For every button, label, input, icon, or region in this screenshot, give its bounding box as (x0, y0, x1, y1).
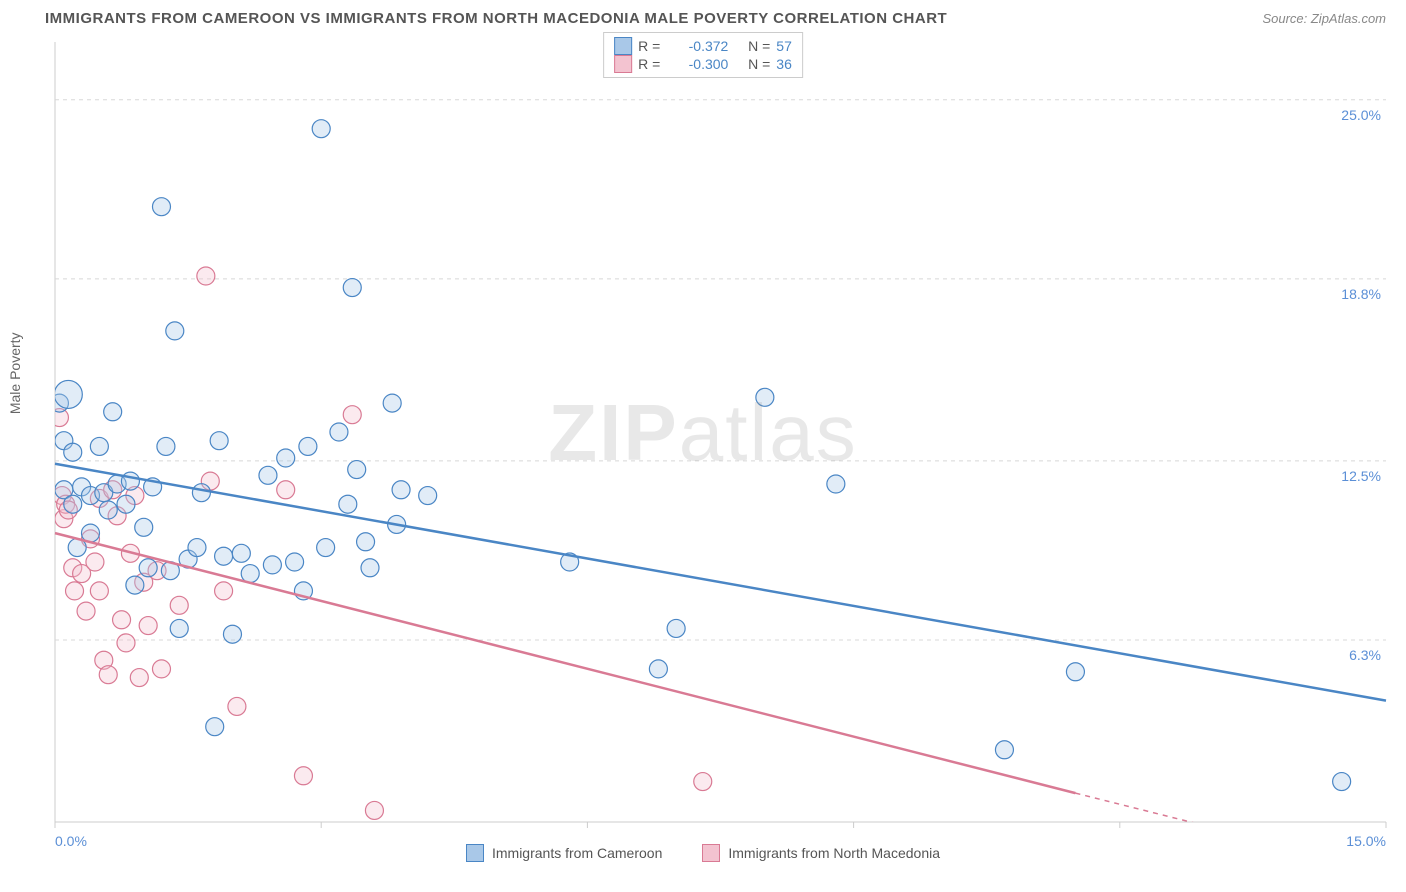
n-value-macedonia: 36 (776, 56, 792, 72)
svg-text:18.8%: 18.8% (1341, 286, 1381, 302)
y-axis-label: Male Poverty (7, 332, 23, 414)
series-legend: Immigrants from Cameroon Immigrants from… (10, 844, 1396, 862)
chart-container: Male Poverty 6.3%12.5%18.8%25.0%0.0%15.0… (10, 32, 1396, 862)
legend-item-cameroon: Immigrants from Cameroon (466, 844, 662, 862)
svg-text:6.3%: 6.3% (1349, 647, 1381, 663)
swatch-macedonia-icon (702, 844, 720, 862)
chart-title: IMMIGRANTS FROM CAMEROON VS IMMIGRANTS F… (45, 10, 947, 27)
legend-row-macedonia: R = -0.300 N = 36 (614, 55, 792, 73)
svg-text:12.5%: 12.5% (1341, 468, 1381, 484)
source-attribution: Source: ZipAtlas.com (1262, 11, 1386, 26)
scatter-chart: 6.3%12.5%18.8%25.0%0.0%15.0% (10, 32, 1396, 862)
svg-text:25.0%: 25.0% (1341, 107, 1381, 123)
swatch-cameroon-icon (466, 844, 484, 862)
swatch-macedonia (614, 55, 632, 73)
r-value-macedonia: -0.300 (666, 56, 728, 72)
legend-label-macedonia: Immigrants from North Macedonia (728, 845, 940, 861)
legend-row-cameroon: R = -0.372 N = 57 (614, 37, 792, 55)
legend-item-macedonia: Immigrants from North Macedonia (702, 844, 940, 862)
correlation-legend: R = -0.372 N = 57 R = -0.300 N = 36 (603, 32, 803, 78)
swatch-cameroon (614, 37, 632, 55)
n-value-cameroon: 57 (776, 38, 792, 54)
r-value-cameroon: -0.372 (666, 38, 728, 54)
legend-label-cameroon: Immigrants from Cameroon (492, 845, 662, 861)
